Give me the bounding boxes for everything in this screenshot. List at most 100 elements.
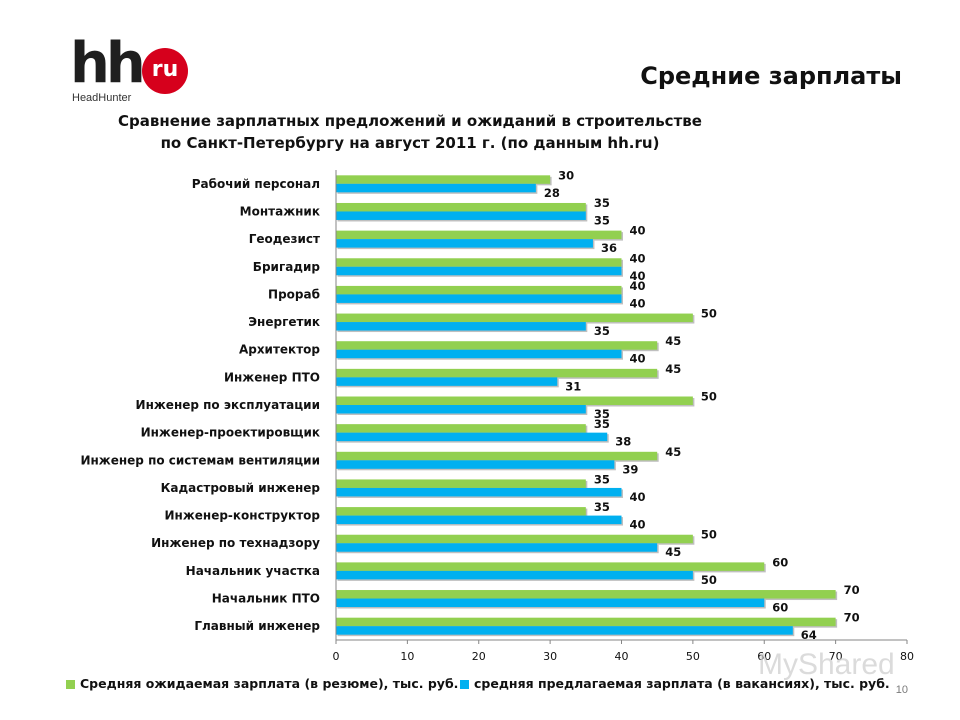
data-label-offered: 40	[630, 269, 646, 283]
bar-expected	[336, 368, 658, 378]
headhunter-logo: hh ru HeadHunter	[70, 32, 194, 108]
data-label-expected: 35	[594, 196, 610, 210]
bar-expected	[336, 396, 693, 405]
bar-expected	[336, 534, 693, 544]
category-label: Геодезист	[249, 232, 320, 246]
bar-expected	[336, 479, 586, 488]
watermark: MyShared	[758, 648, 895, 681]
category-label: Монтажник	[240, 204, 320, 218]
bar-offered	[336, 294, 622, 303]
category-label: Прораб	[268, 287, 320, 301]
data-label-expected: 30	[558, 168, 574, 182]
data-label-offered: 35	[594, 213, 610, 227]
data-label-offered: 40	[630, 296, 646, 310]
category-label: Энергетик	[248, 315, 320, 329]
category-label: Инженер-конструктор	[164, 509, 320, 523]
category-label: Инженер по эксплуатации	[136, 398, 320, 412]
category-label: Главный инженер	[194, 619, 320, 633]
category-label: Бригадир	[253, 260, 321, 274]
x-tick-label: 30	[543, 650, 557, 663]
data-label-offered: 35	[594, 324, 610, 338]
bar-offered	[336, 377, 558, 386]
category-label: Кадастровый инженер	[161, 481, 321, 495]
bar-offered	[336, 239, 593, 248]
category-label: Начальник участка	[186, 564, 320, 578]
bar-expected	[336, 313, 693, 323]
bar-expected	[336, 617, 836, 627]
category-label: Начальник ПТО	[212, 592, 320, 606]
data-label-expected: 35	[594, 500, 610, 514]
category-label: Инженер ПТО	[224, 370, 320, 384]
x-tick-label: 60	[757, 650, 771, 663]
data-label-expected: 40	[630, 224, 646, 238]
data-label-expected: 50	[701, 307, 717, 321]
data-label-expected: 45	[665, 362, 681, 376]
data-label-expected: 40	[630, 279, 646, 293]
data-label-expected: 70	[844, 583, 860, 597]
bar-offered	[336, 487, 622, 497]
legend-item-expected: Средняя ожидаемая зарплата (в резюме), т…	[66, 676, 458, 691]
legend-label-expected: Средняя ожидаемая зарплата (в резюме), т…	[80, 676, 459, 691]
data-label-offered: 36	[601, 241, 617, 255]
bar-expected	[336, 258, 622, 267]
x-tick-label: 70	[829, 650, 843, 663]
data-label-expected: 50	[701, 528, 717, 542]
data-label-expected: 45	[665, 445, 681, 459]
data-label-offered: 50	[701, 573, 717, 587]
logo-brand: hh	[70, 31, 146, 96]
legend-swatch-expected	[66, 680, 75, 689]
data-label-expected: 70	[844, 611, 860, 625]
page-title: Средние зарплаты	[640, 62, 902, 90]
x-tick-label: 0	[333, 650, 340, 663]
data-label-expected: 60	[772, 555, 788, 569]
data-label-expected: 35	[594, 472, 610, 486]
x-tick-label: 40	[615, 650, 629, 663]
bar-offered	[336, 211, 586, 220]
legend-label-offered: средняя предлагаемая зарплата (в ваканси…	[474, 676, 890, 691]
data-label-offered: 40	[630, 490, 646, 504]
bar-expected	[336, 590, 836, 599]
legend-item-offered: средняя предлагаемая зарплата (в ваканси…	[460, 676, 890, 691]
bar-expected	[336, 285, 622, 295]
data-label-offered: 39	[622, 462, 638, 476]
legend-swatch-offered	[460, 680, 469, 689]
bar-offered	[336, 460, 615, 469]
category-label: Инженер по технадзору	[151, 536, 320, 550]
bar-expected	[336, 507, 586, 516]
chart-title-line-1: Сравнение зарплатных предложений и ожида…	[118, 112, 702, 130]
data-label-offered: 31	[565, 379, 581, 393]
x-tick-label: 20	[472, 650, 486, 663]
page-number: 10	[895, 684, 908, 696]
data-label-offered: 28	[544, 186, 560, 200]
category-label: Инженер по системам вентиляции	[80, 453, 320, 467]
bar-expected	[336, 562, 765, 571]
category-label: Инженер-проектировщик	[141, 426, 320, 440]
category-label: Рабочий персонал	[192, 177, 320, 191]
data-label-expected: 45	[665, 334, 681, 348]
x-tick-label: 80	[900, 650, 914, 663]
data-label-expected: 50	[701, 390, 717, 404]
bar-expected	[336, 230, 622, 240]
logo-badge: ru	[142, 48, 188, 94]
bar-expected	[336, 341, 658, 350]
bar-offered	[336, 626, 793, 635]
data-label-offered: 35	[594, 407, 610, 421]
data-label-offered: 60	[772, 601, 788, 615]
bar-offered	[336, 570, 693, 580]
data-label-offered: 64	[801, 628, 817, 642]
bar-offered	[336, 432, 608, 442]
bar-expected	[336, 202, 586, 212]
bar-offered	[336, 543, 658, 552]
bar-expected	[336, 175, 551, 184]
bar-expected	[336, 451, 658, 461]
data-label-offered: 40	[630, 352, 646, 366]
data-label-offered: 40	[630, 518, 646, 532]
bar-offered	[336, 183, 536, 193]
bar-offered	[336, 349, 622, 359]
data-label-offered: 38	[615, 435, 631, 449]
x-tick-label: 50	[686, 650, 700, 663]
data-label-offered: 45	[665, 545, 681, 559]
x-tick-label: 10	[400, 650, 414, 663]
data-label-expected: 40	[630, 251, 646, 265]
